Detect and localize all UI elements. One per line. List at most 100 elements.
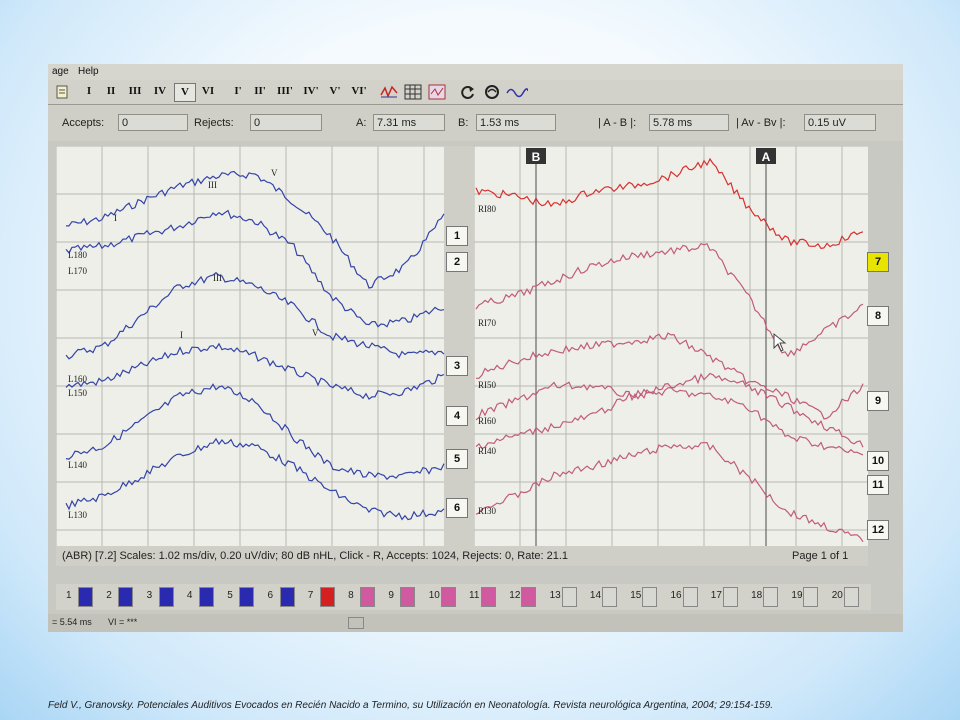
swatch-color [521, 587, 537, 607]
cursor-b-field[interactable]: 1.53 ms [476, 114, 556, 131]
swatch-color [642, 587, 658, 607]
av-minus-bv-field[interactable]: 0.15 uV [804, 114, 876, 131]
tool-wave-I-prime[interactable]: I' [234, 85, 242, 97]
channel-swatch-5[interactable]: 5 [225, 587, 261, 607]
swatch-number: 18 [751, 590, 763, 601]
channel-button-7[interactable]: 7 [867, 252, 889, 272]
channel-button-3[interactable]: 3 [446, 356, 468, 376]
a-minus-b-field[interactable]: 5.78 ms [649, 114, 729, 131]
left-trace-label: L140 [68, 460, 87, 470]
cursor-a-label: A: [356, 117, 367, 129]
a-minus-b-label: | A - B |: [598, 117, 637, 129]
channel-button-2[interactable]: 2 [446, 252, 468, 272]
channel-swatch-3[interactable]: 3 [145, 587, 181, 607]
tool-wave-V[interactable]: V [174, 83, 196, 102]
waveform-icon[interactable] [380, 84, 398, 100]
swatch-color [279, 587, 295, 607]
tool-wave-IV-prime[interactable]: IV' [303, 85, 319, 97]
peak-label: III [213, 273, 222, 283]
channel-button-11[interactable]: 11 [867, 475, 889, 495]
tool-wave-IV[interactable]: IV [153, 85, 167, 97]
peak-label: I [180, 330, 183, 340]
menu-item-age[interactable]: age [52, 66, 69, 77]
tool-wave-III-prime[interactable]: III' [277, 85, 293, 97]
channel-swatch-9[interactable]: 9 [386, 587, 422, 607]
waveform-canvas: B A L180 L170 L160 L150 L140 L130 RI80 RI70 RI50… [56, 146, 868, 546]
swatch-color [561, 587, 577, 607]
swatch-color [400, 587, 416, 607]
rejects-field[interactable]: 0 [250, 114, 322, 131]
cursor-a-text: A [762, 150, 771, 164]
tool-wave-I[interactable]: I [86, 85, 92, 97]
channel-swatch-15[interactable]: 15 [628, 587, 664, 607]
accepts-field[interactable]: 0 [118, 114, 188, 131]
channel-button-5[interactable]: 5 [446, 449, 468, 469]
channel-swatch-13[interactable]: 13 [548, 587, 584, 607]
channel-button-4[interactable]: 4 [446, 406, 468, 426]
right-trace-12 [475, 441, 864, 543]
channel-swatch-10[interactable]: 10 [427, 587, 463, 607]
right-trace-11 [475, 372, 864, 450]
swatch-number: 3 [146, 590, 153, 601]
channel-swatch-bar: 1 2 3 4 5 6 7 8 9 10 11 12 13 14 15 16 17 18 19 20 [56, 584, 871, 610]
grid-icon[interactable] [404, 84, 422, 100]
left-trace-5 [65, 383, 445, 481]
tool-wave-VI-prime[interactable]: VI' [351, 85, 367, 97]
channel-swatch-16[interactable]: 16 [669, 587, 705, 607]
channel-swatch-11[interactable]: 11 [467, 587, 503, 607]
right-trace-label: RI50 [478, 380, 497, 390]
channel-swatch-2[interactable]: 2 [104, 587, 140, 607]
channel-swatch-7[interactable]: 7 [306, 587, 342, 607]
menu-item-help[interactable]: Help [78, 66, 99, 77]
channel-swatch-6[interactable]: 6 [266, 587, 302, 607]
wave-icon[interactable] [506, 85, 528, 99]
channel-swatch-18[interactable]: 18 [749, 587, 785, 607]
channel-swatch-14[interactable]: 14 [588, 587, 624, 607]
channel-button-10[interactable]: 10 [867, 451, 889, 471]
right-trace-label: RI80 [478, 204, 497, 214]
cursor-a-marker [756, 148, 776, 164]
scroll-arrow[interactable] [348, 617, 364, 629]
swatch-number: 10 [428, 590, 440, 601]
tool-wave-VI[interactable]: VI [201, 85, 215, 97]
swatch-number: 19 [791, 590, 803, 601]
refresh-icon[interactable] [460, 84, 476, 100]
bottom-mid-readout: VI = *** [108, 617, 138, 627]
right-trace-label: RI40 [478, 446, 497, 456]
channel-swatch-20[interactable]: 20 [830, 587, 866, 607]
channel-swatch-17[interactable]: 17 [709, 587, 745, 607]
channel-swatch-8[interactable]: 8 [346, 587, 382, 607]
swatch-color [722, 587, 738, 607]
status-bar: (ABR) [7.2] Scales: 1.02 ms/div, 0.20 uV… [56, 546, 868, 566]
tool-wave-III[interactable]: III [128, 85, 142, 97]
zoom-box-icon[interactable] [428, 84, 446, 100]
swatch-number: 8 [348, 590, 354, 601]
tool-wave-II[interactable]: II [106, 85, 116, 97]
tool-wave-V-prime[interactable]: V' [329, 85, 341, 97]
swatch-color [360, 587, 376, 607]
swatch-color [763, 587, 779, 607]
status-text: (ABR) [7.2] Scales: 1.02 ms/div, 0.20 uV… [62, 550, 569, 562]
cursor-b-label: B: [458, 117, 469, 129]
channel-button-6[interactable]: 6 [446, 498, 468, 518]
channel-swatch-12[interactable]: 12 [507, 587, 543, 607]
left-trace-label: L180 [68, 250, 87, 260]
channel-button-9[interactable]: 9 [867, 391, 889, 411]
channel-swatch-19[interactable]: 19 [789, 587, 825, 607]
cursor-a-field[interactable]: 7.31 ms [373, 114, 445, 131]
tool-wave-II-prime[interactable]: II' [254, 85, 266, 97]
swatch-color [198, 587, 214, 607]
swatch-color [481, 587, 496, 607]
channel-button-1[interactable]: 1 [446, 226, 468, 246]
channel-button-8[interactable]: 8 [867, 306, 889, 326]
channel-swatch-1[interactable]: 1 [64, 587, 100, 607]
channel-swatch-4[interactable]: 4 [185, 587, 221, 607]
right-trace-label: RI70 [478, 318, 497, 328]
doc-icon[interactable] [56, 85, 69, 99]
measurement-fields: Accepts: 0 Rejects: 0 A: 7.31 ms B: 1.53… [48, 105, 903, 141]
stimulus-icon[interactable] [484, 84, 500, 100]
channel-button-12[interactable]: 12 [867, 520, 889, 540]
right-trace-10 [475, 381, 864, 456]
swatch-color [158, 587, 174, 607]
accepts-label: Accepts: [62, 117, 105, 129]
